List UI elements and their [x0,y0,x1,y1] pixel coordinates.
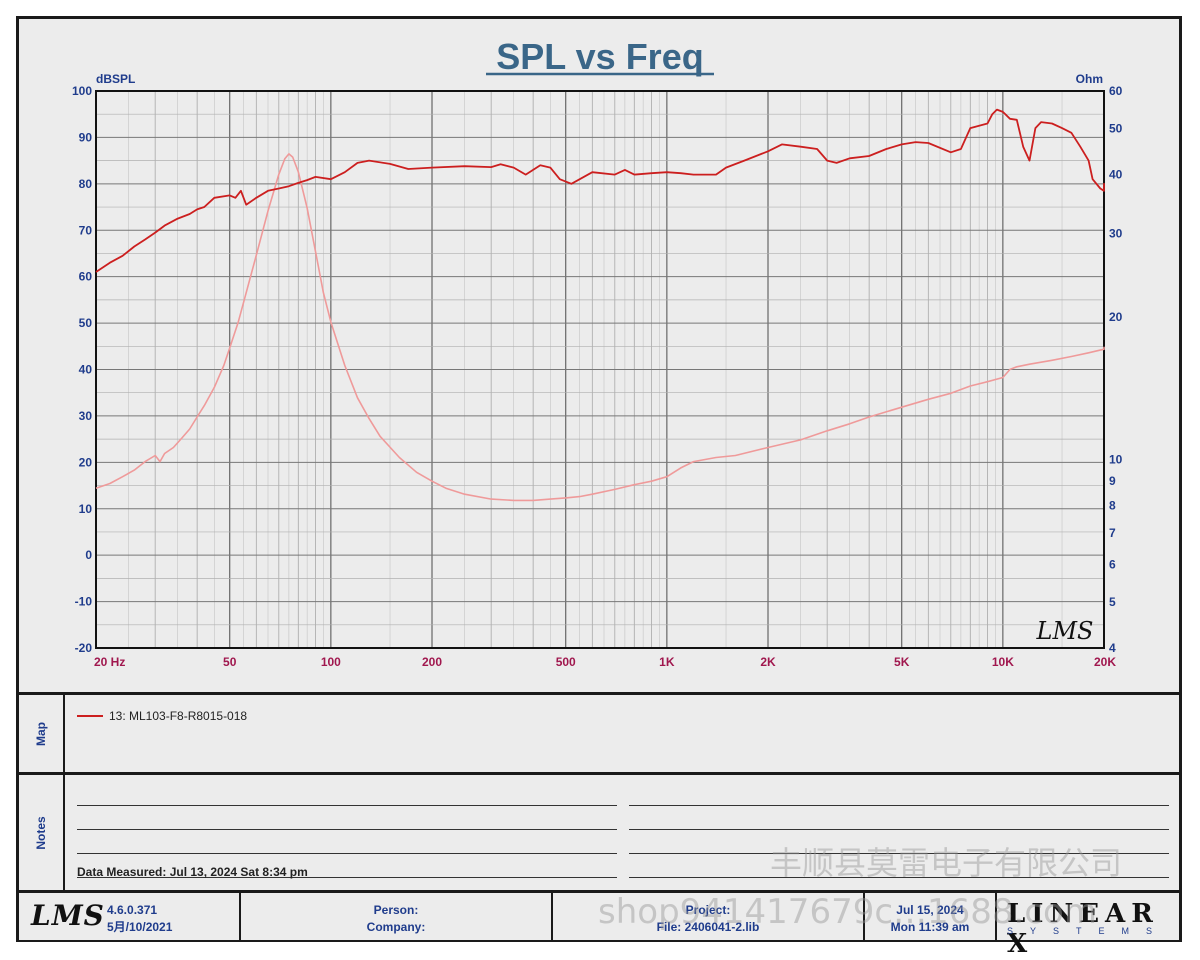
legend-line-swatch [77,715,103,717]
right-tick-label: 20 [1109,310,1123,324]
plot-area-border [95,90,1105,649]
x-axis-ticks: 20 Hz 50 100 200 500 1K 2K 5K 10K 20K [94,655,1116,669]
note-line[interactable] [77,877,617,878]
project-label: Project: [685,903,731,917]
legend-entry[interactable]: 13: ML103-F8-R8015-018 [77,709,247,723]
x-tick-label: 500 [556,655,576,669]
linearx-logo: LINEAR X [1007,899,1159,959]
footer-project-cell: Project: File: 2406041-2.lib [553,893,865,940]
notes-label: Notes [34,815,48,850]
legend-entry-label: 13: ML103-F8-R8015-018 [109,709,248,723]
map-label: Map [34,721,48,746]
left-tick-label: 80 [79,177,93,191]
right-tick-label: 4 [1109,641,1116,655]
right-tick-label: 10 [1109,453,1123,467]
version-info: 4.6.0.371 5月/10/2021 [107,902,172,936]
x-tick-label: 10K [992,655,1014,669]
chart-title: SPL vs Freq [496,36,703,77]
left-axis-label: dBSPL [96,72,135,86]
map-panel: Map 13: ML103-F8-R8015-018 [19,692,1179,772]
notes-panel: Notes Data Measured: Jul 13, 2024 Sat 8:… [19,772,1179,890]
right-tick-label: 6 [1109,558,1116,572]
person-label: Person: [373,903,419,917]
linearx-subtitle: SYSTEMS [1007,926,1170,936]
plot-grid [96,90,1104,649]
version-number: 4.6.0.371 [107,903,158,917]
left-tick-label: 30 [79,409,93,423]
left-tick-label: 50 [79,316,93,330]
left-tick-label: -20 [75,641,93,655]
x-tick-label: 20 Hz [94,655,125,669]
footer-person-cell: Person: Company: [241,893,553,940]
file-label: File: 2406041-2.lib [656,920,760,934]
x-tick-label: 5K [894,655,910,669]
right-tick-label: 7 [1109,526,1116,540]
note-line[interactable] [629,853,1169,854]
footer-version-cell: LMS 4.6.0.371 5月/10/2021 [19,893,241,940]
note-line[interactable] [77,829,617,830]
left-tick-label: 20 [79,455,93,469]
x-tick-label: 20K [1094,655,1116,669]
x-tick-label: 50 [223,655,237,669]
x-tick-label: 1K [659,655,675,669]
footer: LMS 4.6.0.371 5月/10/2021 Person: Company… [19,890,1179,959]
left-tick-label: -10 [75,595,93,609]
right-tick-label: 60 [1109,84,1123,98]
impedance-curve [95,153,1105,502]
data-measured: Data Measured: Jul 13, 2024 Sat 8:34 pm [77,865,308,879]
footer-time: Mon 11:39 am [890,920,970,934]
right-tick-label: 30 [1109,227,1123,241]
lms-logo: LMS [31,899,105,932]
note-line[interactable] [629,805,1169,806]
right-axis-ticks: 60 50 40 30 20 10 9 8 7 6 5 4 [1109,84,1123,655]
right-tick-label: 8 [1109,498,1116,512]
notes-side-label: Notes [19,775,65,890]
left-tick-label: 10 [79,502,93,516]
company-label: Company: [366,920,426,934]
note-line[interactable] [629,829,1169,830]
spl-curve [95,108,1105,273]
right-tick-label: 40 [1109,167,1123,181]
footer-date: Jul 15, 2024 [896,903,964,917]
note-line[interactable] [629,877,1169,878]
right-tick-label: 50 [1109,122,1123,136]
map-side-label: Map [19,695,65,772]
series-group [95,108,1105,502]
version-date: 5月/10/2021 [107,920,173,934]
right-tick-label: 5 [1109,595,1116,609]
note-line[interactable] [77,805,617,806]
right-tick-label: 9 [1109,474,1116,488]
left-tick-label: 40 [79,363,93,377]
spl-chart: SPL vs Freq dBSPL Ohm 100908070605040302… [72,36,1123,669]
x-tick-label: 100 [321,655,341,669]
lms-watermark: LMS [1036,617,1094,645]
left-tick-label: 90 [79,130,93,144]
left-tick-label: 60 [79,270,93,284]
x-tick-label: 200 [422,655,442,669]
left-tick-label: 70 [79,223,93,237]
left-tick-label: 100 [72,84,92,98]
right-axis-label: Ohm [1076,72,1103,86]
footer-date-cell: Jul 15, 2024 Mon 11:39 am [865,893,997,940]
left-tick-label: 0 [85,548,92,562]
note-line[interactable] [77,853,617,854]
x-tick-label: 2K [760,655,776,669]
footer-brand-cell: LINEAR X SYSTEMS [997,893,1173,959]
